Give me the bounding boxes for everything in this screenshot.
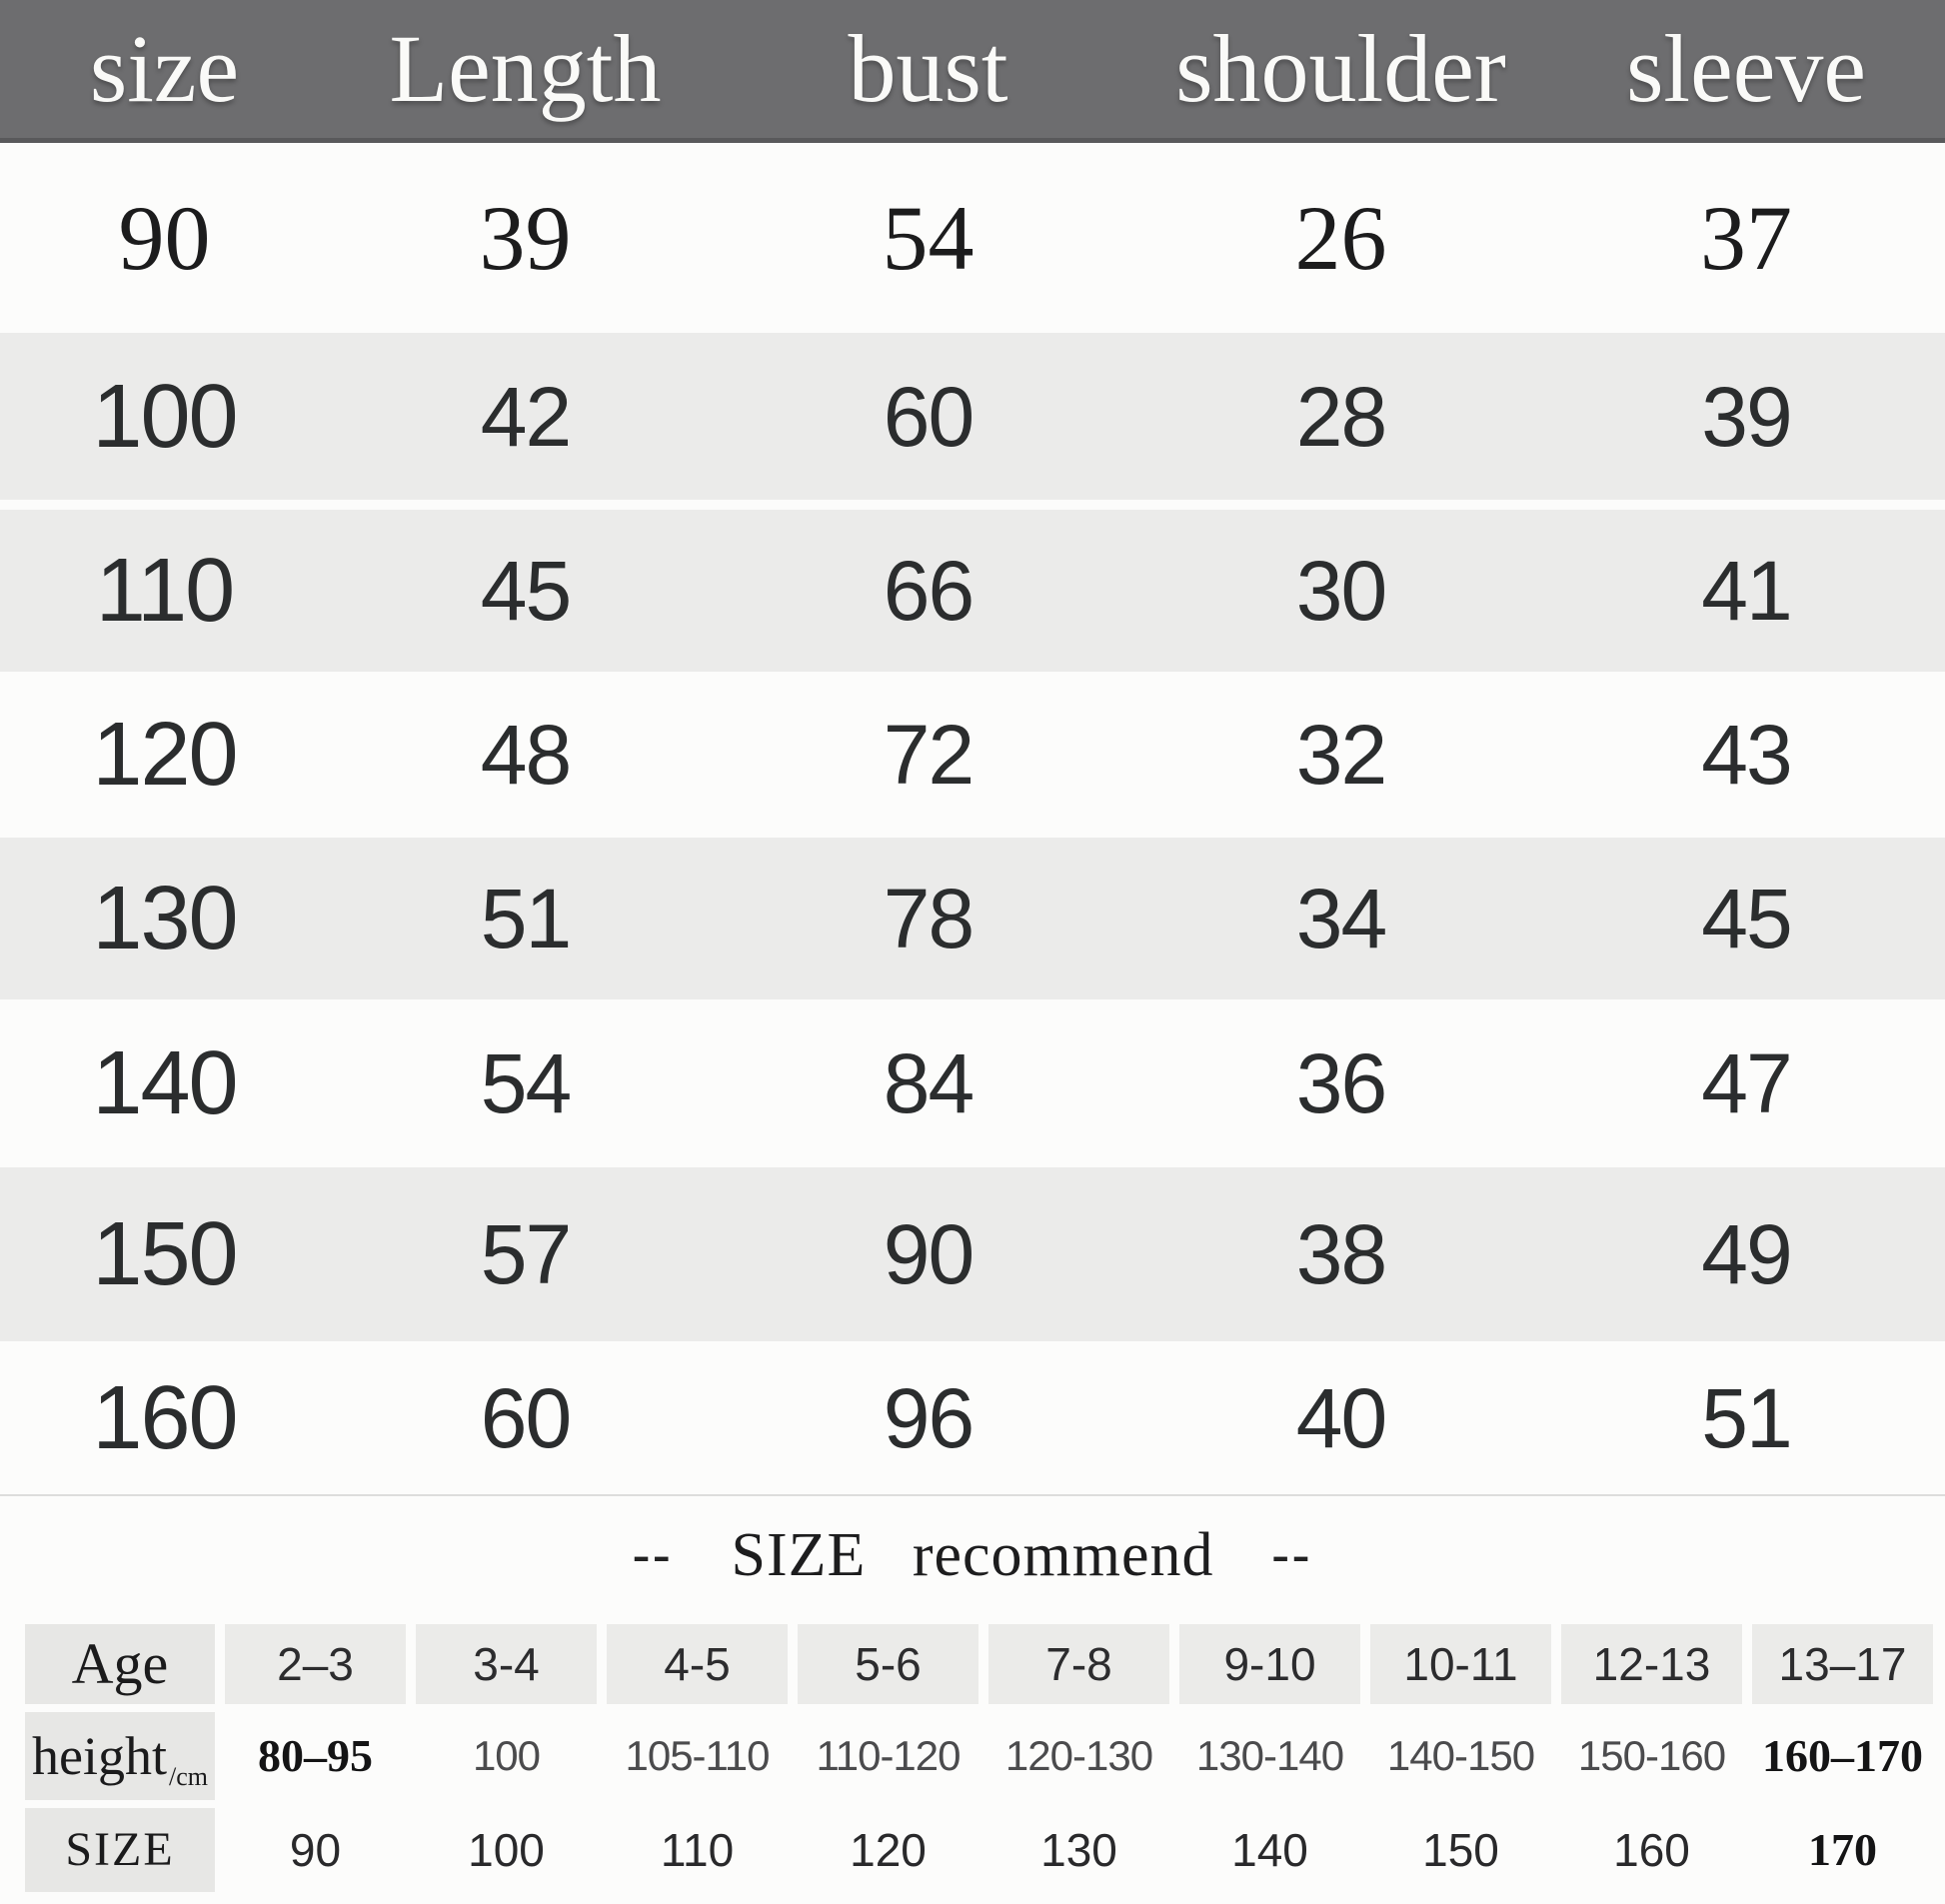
cell-length: 54 — [480, 1036, 572, 1130]
age-cell: 4-5 — [607, 1624, 788, 1704]
height-cell: 150-160 — [1577, 1732, 1726, 1779]
age-cell: 3-4 — [416, 1624, 597, 1704]
cell-shoulder: 34 — [1295, 872, 1387, 965]
cell-shoulder: 32 — [1295, 708, 1387, 802]
cell-size: 150 — [92, 1204, 238, 1304]
cell-shoulder: 30 — [1295, 544, 1387, 638]
size-recommend-table: Age 2–3 3-4 4-5 5-6 7-8 9-10 10-11 12-13… — [25, 1624, 1933, 1892]
age-cell: 12-13 — [1561, 1624, 1742, 1704]
cell-length: 57 — [480, 1207, 572, 1301]
age-row-label: Age — [25, 1624, 215, 1704]
cell-bust: 96 — [883, 1370, 974, 1465]
table-row-160: 160 60 96 40 51 — [0, 1341, 1945, 1494]
size-cell: 120 — [850, 1824, 927, 1876]
title-dash-right: -- — [1271, 1526, 1313, 1583]
size-cell: 140 — [1231, 1824, 1308, 1876]
cell-bust: 60 — [883, 369, 974, 464]
cell-bust: 90 — [883, 1207, 974, 1301]
table-row-100: 100 42 60 28 39 — [0, 333, 1945, 500]
table-row-140: 140 54 84 36 47 — [0, 999, 1945, 1167]
table-row-120: 120 48 72 32 43 — [0, 672, 1945, 838]
size-cell: 130 — [1040, 1824, 1117, 1876]
size-chart-header-row: size Length bust shoulder sleeve — [0, 0, 1945, 143]
cell-length: 60 — [480, 1370, 572, 1465]
cell-length: 45 — [480, 544, 572, 638]
cell-shoulder: 26 — [1294, 187, 1387, 289]
cell-shoulder: 38 — [1295, 1207, 1387, 1301]
cell-size: 160 — [92, 1367, 238, 1468]
size-cell: 110 — [660, 1824, 735, 1876]
size-cell: 160 — [1613, 1824, 1690, 1876]
cell-bust: 66 — [883, 544, 974, 638]
height-cell: 80–95 — [258, 1730, 373, 1781]
column-header-sleeve: sleeve — [1626, 15, 1866, 122]
cell-size: 90 — [118, 187, 211, 289]
cell-size: 140 — [92, 1033, 238, 1133]
cell-length: 42 — [480, 369, 572, 464]
cell-length: 48 — [480, 708, 572, 802]
cell-size: 100 — [92, 366, 238, 467]
column-header-size: size — [89, 15, 240, 122]
height-row-label: height /cm — [25, 1712, 215, 1800]
cell-size: 110 — [95, 541, 235, 641]
size-cell: 90 — [289, 1824, 342, 1876]
cell-shoulder: 40 — [1295, 1370, 1387, 1465]
column-header-length: Length — [389, 15, 662, 122]
age-cell: 2–3 — [225, 1624, 406, 1704]
cell-length: 39 — [479, 187, 572, 289]
cell-length: 51 — [480, 872, 572, 965]
height-cell: 160–170 — [1762, 1730, 1923, 1781]
height-cell: 100 — [472, 1732, 541, 1779]
size-recommend-title: SIZE recommend — [731, 1521, 1214, 1589]
cell-sleeve: 43 — [1701, 708, 1792, 802]
column-header-bust: bust — [848, 15, 1008, 122]
title-dash-left: -- — [632, 1526, 674, 1583]
cell-sleeve: 47 — [1701, 1036, 1792, 1130]
cell-sleeve: 41 — [1701, 544, 1792, 638]
cell-sleeve: 49 — [1701, 1207, 1792, 1301]
age-cell: 10-11 — [1370, 1624, 1551, 1704]
cell-bust: 84 — [883, 1036, 974, 1130]
cell-size: 130 — [92, 869, 238, 968]
age-cell: 9-10 — [1179, 1624, 1360, 1704]
size-chart-table: size Length bust shoulder sleeve 90 39 5… — [0, 0, 1945, 1496]
column-header-shoulder: shoulder — [1175, 15, 1506, 122]
age-cell: 7-8 — [988, 1624, 1169, 1704]
height-cell: 120-130 — [1004, 1732, 1153, 1779]
table-bottom-divider — [0, 1494, 1945, 1496]
size-row-label: SIZE — [25, 1808, 215, 1892]
table-row-90: 90 39 54 26 37 — [0, 143, 1945, 333]
cell-bust: 54 — [882, 187, 974, 289]
cell-sleeve: 45 — [1701, 872, 1792, 965]
cell-bust: 78 — [883, 872, 974, 965]
cell-bust: 72 — [883, 708, 974, 802]
cell-sleeve: 39 — [1701, 369, 1792, 464]
height-cell: 130-140 — [1195, 1732, 1344, 1779]
cell-sleeve: 37 — [1700, 187, 1792, 289]
size-cell: 100 — [468, 1824, 545, 1876]
cell-shoulder: 28 — [1295, 369, 1387, 464]
height-label-unit: /cm — [168, 1762, 208, 1791]
height-cell: 110-120 — [816, 1732, 961, 1779]
size-cell: 170 — [1808, 1824, 1877, 1875]
table-row-150: 150 57 90 38 49 — [0, 1167, 1945, 1341]
table-row-110: 110 45 66 30 41 — [0, 510, 1945, 672]
size-cell: 150 — [1422, 1824, 1499, 1876]
height-cell: 140-150 — [1386, 1732, 1535, 1779]
age-cell: 13–17 — [1752, 1624, 1933, 1704]
height-cell: 105-110 — [625, 1732, 770, 1779]
age-cell: 5-6 — [798, 1624, 978, 1704]
cell-shoulder: 36 — [1295, 1036, 1387, 1130]
cell-size: 120 — [92, 705, 238, 805]
height-label-text: height — [32, 1726, 167, 1786]
size-recommend-title-band: -- SIZE recommend -- — [0, 1496, 1945, 1614]
table-row-130: 130 51 78 34 45 — [0, 838, 1945, 999]
stripe-separator — [0, 500, 1945, 510]
cell-sleeve: 51 — [1701, 1370, 1792, 1465]
